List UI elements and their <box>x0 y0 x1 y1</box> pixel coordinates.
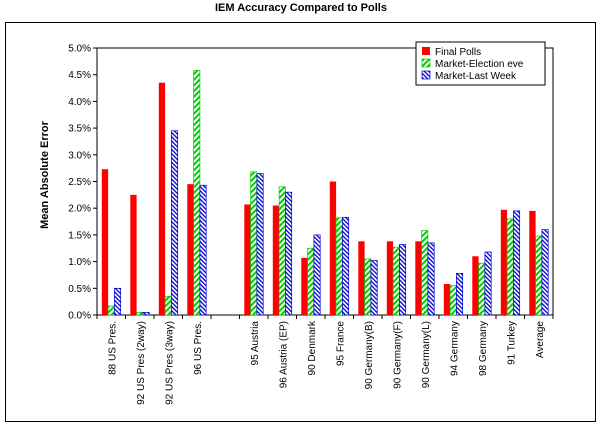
bar-market-last-week <box>285 191 293 316</box>
bar-market-last-week <box>142 311 150 316</box>
chart-title: IEM Accuracy Compared to Polls <box>215 2 387 14</box>
bar-market-last-week <box>171 130 179 316</box>
y-tick-label: 1.0% <box>68 257 91 268</box>
bar-final-polls <box>187 184 194 315</box>
bar-final-polls <box>101 169 109 315</box>
x-tick-label: 90 Germany(F) <box>392 321 403 389</box>
bar-market-election-eve <box>164 295 172 316</box>
bar-market-election-eve <box>421 230 429 316</box>
bar-final-polls <box>443 284 451 315</box>
bar-market-election-eve <box>335 217 343 316</box>
bar-market-election-eve <box>250 171 258 316</box>
bar-market-last-week <box>199 184 207 316</box>
legend-swatch <box>421 58 431 68</box>
x-tick-label: 91 Turkey <box>506 321 517 365</box>
bar-market-election-eve <box>193 70 201 316</box>
bar-final-polls <box>415 241 422 315</box>
bar-final-polls <box>272 205 280 315</box>
chart-frame: Mean Absolute Error 0.0% 0.5% 1.0% 1.5% 2.0%… <box>5 22 596 422</box>
legend-box <box>415 41 546 86</box>
x-tick-label: 98 Germany <box>478 321 489 376</box>
y-tick-label: 2.0% <box>68 204 91 215</box>
legend-swatch <box>421 70 431 80</box>
x-tick-label: 90 Denmark <box>307 320 318 375</box>
x-tick-label: 92 US Pres (2way) <box>136 321 147 405</box>
bar-final-polls <box>130 194 137 315</box>
x-tick-label: 88 US Pres. <box>107 321 118 375</box>
legend-swatch <box>422 47 430 55</box>
bar-market-election-eve <box>478 262 486 316</box>
y-axis-label: Mean Absolute Error <box>39 120 51 228</box>
bar-market-election-eve <box>107 305 115 316</box>
bar-market-last-week <box>370 260 378 316</box>
x-tick-label: 95 Austria <box>250 321 261 366</box>
bar-final-polls <box>500 209 508 315</box>
x-tick-label: 92 US Pres (3way) <box>164 321 175 405</box>
x-tick-label: 95 France <box>335 321 346 366</box>
bar-final-polls <box>358 241 365 315</box>
bar-market-last-week <box>399 244 407 316</box>
chart-svg: Mean Absolute Error 0.0% 0.5% 1.0% 1.5% 2.0%… <box>39 41 554 405</box>
bar-market-election-eve <box>136 311 144 316</box>
y-tick-label: 0.5% <box>68 284 91 295</box>
plot-area: 0.0% 0.5% 1.0% 1.5% 2.0% 2.5% 3.0% 3.5% 4.0% 4.5%… <box>68 44 554 405</box>
y-tick-label: 4.0% <box>68 97 91 108</box>
bar-market-last-week <box>484 251 492 316</box>
bar-market-election-eve <box>506 218 514 316</box>
y-tick-label: 1.5% <box>68 230 91 241</box>
bar-final-polls <box>386 241 394 315</box>
bar-final-polls <box>329 181 337 315</box>
bar-market-election-eve <box>535 235 543 316</box>
x-tick-label: 90 Germany(B) <box>364 321 375 389</box>
y-tick-label: 5.0% <box>68 44 91 55</box>
legend-label: Final Polls <box>435 47 481 58</box>
bar-market-last-week <box>256 173 264 316</box>
x-tick-label: 96 Austria (EP) <box>278 321 289 388</box>
bar-market-last-week <box>114 287 122 316</box>
bar-market-last-week <box>456 272 464 316</box>
legend-label: Market-Last Week <box>435 71 517 82</box>
legend-label: Market-Election eve <box>435 59 524 70</box>
x-tick-label: 96 US Pres. <box>193 321 204 375</box>
bar-market-election-eve <box>364 258 372 316</box>
bar-market-election-eve <box>392 246 400 316</box>
bar-market-last-week <box>313 234 321 316</box>
x-tick-label: 94 Germany <box>449 321 460 376</box>
bar-market-election-eve <box>449 285 457 316</box>
y-tick-label: 0.0% <box>68 311 91 322</box>
y-tick-label: 3.5% <box>68 124 91 135</box>
bar-market-last-week <box>541 229 549 316</box>
x-tick-label: Average <box>535 321 546 359</box>
bar-market-last-week <box>513 210 521 316</box>
bar-market-last-week <box>427 242 435 316</box>
bar-final-polls <box>529 210 536 315</box>
bar-final-polls <box>158 82 166 316</box>
bar-final-polls <box>472 256 479 315</box>
bar-final-polls <box>244 204 251 315</box>
bar-market-election-eve <box>278 186 286 316</box>
bar-market-election-eve <box>307 247 315 316</box>
y-tick-label: 3.0% <box>68 150 91 161</box>
y-tick-label: 4.5% <box>68 70 91 81</box>
y-tick-label: 2.5% <box>68 177 91 188</box>
bar-market-last-week <box>342 216 350 316</box>
x-tick-label: 90 Germany(L) <box>421 321 432 388</box>
bar-final-polls <box>301 257 308 315</box>
